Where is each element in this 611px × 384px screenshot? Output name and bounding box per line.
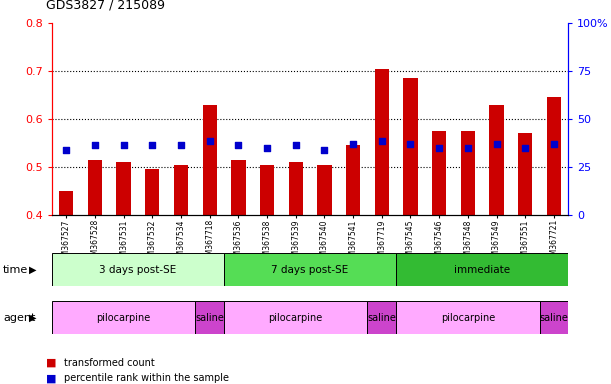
Bar (52, 253, 224, 286)
Bar (489, 104, 503, 215)
Point (320, 147, 329, 153)
Bar (317, 165, 332, 215)
Bar (59, 191, 73, 215)
Text: immediate: immediate (454, 265, 510, 275)
Bar (88, 160, 102, 215)
Text: pilocarpine: pilocarpine (97, 313, 151, 323)
Point (549, 141, 559, 147)
Bar (260, 165, 274, 215)
Point (90, 142, 100, 149)
Bar (396, 253, 568, 286)
Point (61, 147, 71, 153)
Text: pilocarpine: pilocarpine (441, 313, 495, 323)
Text: ■: ■ (46, 373, 56, 383)
Text: saline: saline (540, 313, 568, 323)
Point (377, 137, 387, 144)
Bar (461, 131, 475, 215)
Bar (202, 104, 217, 215)
Bar (403, 78, 418, 215)
Text: saline: saline (196, 313, 224, 323)
Point (233, 142, 243, 149)
Bar (117, 162, 131, 215)
Bar (396, 301, 540, 334)
Point (147, 142, 157, 149)
Bar (346, 146, 360, 215)
Bar (224, 253, 396, 286)
Text: 7 days post-SE: 7 days post-SE (271, 265, 349, 275)
Text: saline: saline (367, 313, 396, 323)
Text: transformed count: transformed count (64, 358, 155, 368)
Bar (224, 301, 367, 334)
Text: percentile rank within the sample: percentile rank within the sample (64, 373, 229, 383)
Point (291, 142, 301, 149)
Text: agent: agent (3, 313, 35, 323)
Text: pilocarpine: pilocarpine (269, 313, 323, 323)
Point (463, 145, 473, 151)
Text: GDS3827 / 215089: GDS3827 / 215089 (46, 0, 165, 12)
Point (262, 145, 272, 151)
Point (406, 141, 415, 147)
Bar (288, 162, 303, 215)
Bar (375, 69, 389, 215)
Text: 3 days post-SE: 3 days post-SE (100, 265, 177, 275)
Point (434, 145, 444, 151)
Text: ▶: ▶ (29, 265, 37, 275)
Point (119, 142, 128, 149)
Bar (52, 301, 196, 334)
Bar (540, 301, 568, 334)
Text: time: time (3, 265, 28, 275)
Bar (432, 131, 446, 215)
Bar (231, 160, 246, 215)
Bar (518, 134, 532, 215)
Point (176, 142, 186, 149)
Text: ▶: ▶ (29, 313, 37, 323)
Bar (547, 98, 561, 215)
Bar (174, 165, 188, 215)
Text: ■: ■ (46, 358, 56, 368)
Point (205, 137, 214, 144)
Bar (145, 169, 159, 215)
Point (492, 141, 502, 147)
Bar (196, 301, 224, 334)
Bar (367, 301, 396, 334)
Point (348, 141, 358, 147)
Point (521, 145, 530, 151)
